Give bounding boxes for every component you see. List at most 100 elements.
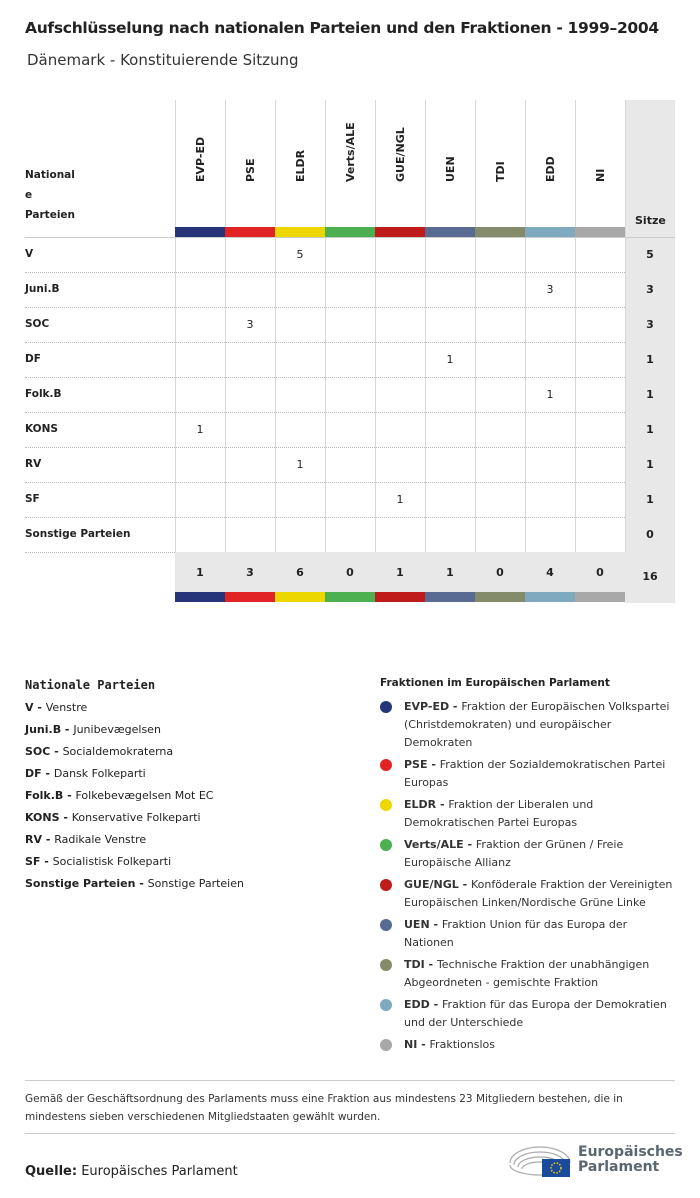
source-label: Quelle: xyxy=(25,1164,78,1179)
totals-bg xyxy=(175,552,625,592)
party-name: Dansk Folkeparti xyxy=(53,767,146,780)
column-total: 1 xyxy=(196,566,204,579)
row-total: 1 xyxy=(646,458,654,471)
group-color-dot-icon xyxy=(380,701,392,713)
column-divider xyxy=(175,100,176,552)
legend-groups: Fraktionen im Europäischen Parlament EVP… xyxy=(380,677,680,1058)
row-total: 0 xyxy=(646,528,654,541)
row-party-label: DF xyxy=(25,353,41,365)
column-total: 0 xyxy=(496,566,504,579)
group-header-7: EDD xyxy=(544,156,557,182)
group-color-dot-icon xyxy=(380,1039,392,1051)
legend-national-item: SOC - Socialdemokraterna xyxy=(25,745,244,767)
group-abbr: PSE - xyxy=(404,758,440,771)
page-title: Aufschlüsselung nach nationalen Parteien… xyxy=(25,19,659,37)
legend-group-item: EDD - Fraktion für das Europa der Demokr… xyxy=(380,996,680,1032)
party-name: Sonstige Parteien xyxy=(147,877,244,890)
group-abbr: ELDR - xyxy=(404,798,449,811)
group-abbr: TDI - xyxy=(404,958,437,971)
row-divider xyxy=(25,272,625,273)
group-name: Fraktion der Sozialdemokratischen Partei… xyxy=(404,758,666,789)
party-abbr: Folk.B - xyxy=(25,789,76,802)
row-header-label: Parteien xyxy=(25,209,76,221)
group-name: Fraktion der Liberalen und Demokratische… xyxy=(404,798,594,829)
seat-value: 1 xyxy=(546,388,554,401)
group-color-bar xyxy=(175,227,225,237)
group-color-dot-icon xyxy=(380,759,392,771)
group-color-dot-icon xyxy=(380,799,392,811)
column-total: 6 xyxy=(296,566,304,579)
row-party-label: Sonstige Parteien xyxy=(25,528,131,540)
row-divider xyxy=(25,342,625,343)
group-header-5: UEN xyxy=(444,156,457,182)
party-abbr: DF - xyxy=(25,767,54,780)
group-abbr: NI - xyxy=(404,1038,430,1051)
legend-national-item: RV - Radikale Venstre xyxy=(25,833,244,855)
group-color-bar-bottom xyxy=(325,592,375,602)
row-divider xyxy=(25,482,625,483)
row-total: 3 xyxy=(646,283,654,296)
group-color-dot-icon xyxy=(380,839,392,851)
row-party-label: SF xyxy=(25,493,40,505)
ep-logo: Europäisches Parlament xyxy=(508,1143,683,1177)
column-divider xyxy=(425,100,426,552)
seat-value: 1 xyxy=(446,353,454,366)
party-abbr: RV - xyxy=(25,833,55,846)
group-name: Technische Fraktion der unabhängigen Abg… xyxy=(404,958,650,989)
legend-group-item: PSE - Fraktion der Sozialdemokratischen … xyxy=(380,756,680,792)
column-divider xyxy=(575,100,576,552)
row-party-label: Folk.B xyxy=(25,388,62,400)
party-name: Junibevægelsen xyxy=(73,723,161,736)
group-color-bar xyxy=(425,227,475,237)
party-abbr: Juni.B - xyxy=(25,723,74,736)
logo-line1: Europäisches xyxy=(578,1144,683,1160)
group-color-bar xyxy=(275,227,325,237)
sitze-header: Sitze xyxy=(635,214,666,227)
column-divider xyxy=(525,100,526,552)
group-color-bar-bottom xyxy=(575,592,625,602)
legend-groups-title: Fraktionen im Europäischen Parlament xyxy=(380,677,610,689)
row-divider xyxy=(25,412,625,413)
party-abbr: Sonstige Parteien - xyxy=(25,877,148,890)
party-abbr: KONS - xyxy=(25,811,72,824)
legend-national-item: DF - Dansk Folkeparti xyxy=(25,767,244,789)
row-party-label: SOC xyxy=(25,318,50,330)
seat-value: 1 xyxy=(296,458,304,471)
group-color-bar-bottom xyxy=(225,592,275,602)
group-color-bar-bottom xyxy=(275,592,325,602)
column-divider xyxy=(625,100,626,552)
legend-group-item: GUE/NGL - Konföderale Fraktion der Verei… xyxy=(380,876,680,912)
legend-national-item: V - Venstre xyxy=(25,701,244,723)
row-divider xyxy=(25,447,625,448)
column-divider xyxy=(225,100,226,552)
source: Quelle: Europäisches Parlament xyxy=(25,1164,238,1179)
group-abbr: GUE/NGL - xyxy=(404,878,471,891)
group-abbr: EDD - xyxy=(404,998,443,1011)
legend-group-item: EVP-ED - Fraktion der Europäischen Volks… xyxy=(380,698,680,752)
row-total: 1 xyxy=(646,388,654,401)
group-color-bar xyxy=(375,227,425,237)
row-party-label: RV xyxy=(25,458,42,470)
group-color-bar xyxy=(575,227,625,237)
party-name: Socialdemokraterna xyxy=(62,745,174,758)
source-value: Europäisches Parlament xyxy=(77,1164,238,1179)
group-abbr: UEN - xyxy=(404,918,442,931)
legend-group-item: TDI - Technische Fraktion der unabhängig… xyxy=(380,956,680,992)
header-divider xyxy=(25,237,675,238)
row-total: 1 xyxy=(646,353,654,366)
row-party-label: KONS xyxy=(25,423,58,435)
group-color-bar-bottom xyxy=(525,592,575,602)
group-header-6: TDI xyxy=(494,161,507,182)
group-abbr: EVP-ED - xyxy=(404,700,462,713)
row-divider xyxy=(25,377,625,378)
row-header-label: National xyxy=(25,169,75,181)
column-total: 0 xyxy=(596,566,604,579)
column-divider xyxy=(475,100,476,552)
legend-national-item: Juni.B - Junibevægelsen xyxy=(25,723,244,745)
legend-national-parties: Nationale Parteien V - Venstre Juni.B - J… xyxy=(25,678,244,890)
group-header-0: EVP-ED xyxy=(194,136,207,182)
party-abbr: SOC - xyxy=(25,745,63,758)
column-total: 1 xyxy=(446,566,454,579)
group-color-bar-bottom xyxy=(425,592,475,602)
legend-group-item: UEN - Fraktion Union für das Europa der … xyxy=(380,916,680,952)
